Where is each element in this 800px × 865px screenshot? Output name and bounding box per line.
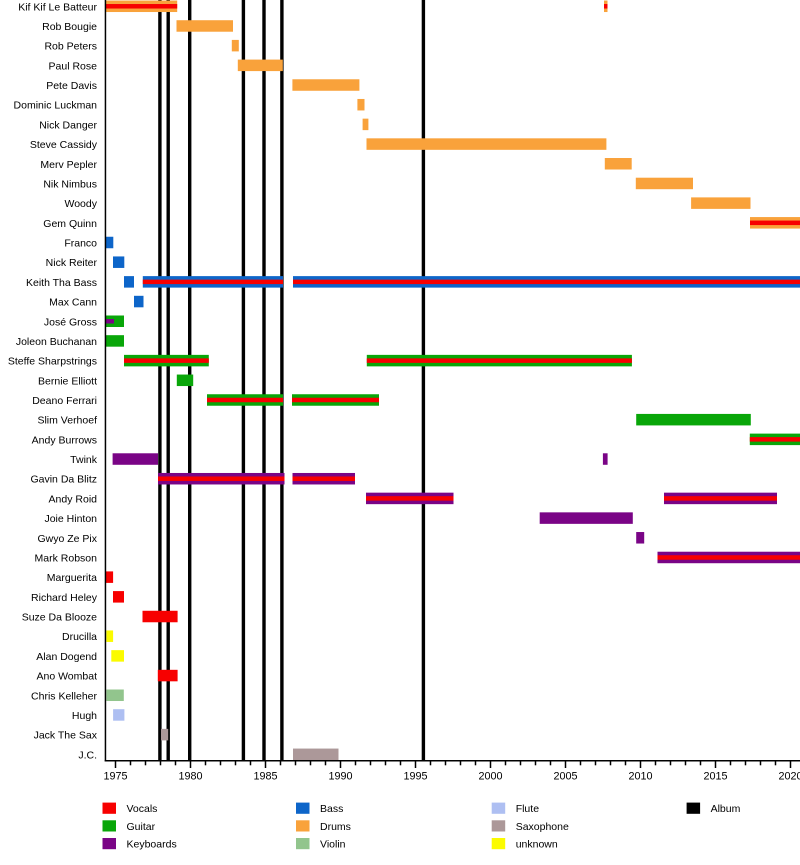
svg-text:Woody: Woody bbox=[65, 198, 98, 210]
svg-text:Bernie Elliott: Bernie Elliott bbox=[38, 375, 97, 387]
svg-text:Nick Danger: Nick Danger bbox=[39, 119, 97, 131]
svg-text:Pete Davis: Pete Davis bbox=[46, 80, 97, 92]
svg-text:J.C.: J.C. bbox=[78, 749, 97, 761]
svg-text:2010: 2010 bbox=[628, 770, 652, 782]
svg-text:Gem Quinn: Gem Quinn bbox=[43, 218, 97, 230]
svg-text:Saxophone: Saxophone bbox=[516, 821, 569, 833]
svg-text:Drucilla: Drucilla bbox=[62, 631, 97, 643]
svg-text:José Gross: José Gross bbox=[44, 316, 97, 328]
svg-text:Slim Verhoef: Slim Verhoef bbox=[37, 415, 97, 427]
svg-text:Dominic Luckman: Dominic Luckman bbox=[14, 100, 98, 112]
svg-text:Gwyo Ze Pix: Gwyo Ze Pix bbox=[37, 533, 97, 545]
svg-text:2020: 2020 bbox=[778, 770, 800, 782]
svg-text:Album: Album bbox=[711, 803, 741, 815]
svg-text:Joie Hinton: Joie Hinton bbox=[44, 513, 97, 525]
svg-text:Chris Kelleher: Chris Kelleher bbox=[31, 690, 97, 702]
svg-text:unknown: unknown bbox=[516, 839, 558, 851]
svg-text:Steffe Sharpstrings: Steffe Sharpstrings bbox=[8, 356, 97, 368]
svg-text:1985: 1985 bbox=[253, 770, 277, 782]
svg-text:Bass: Bass bbox=[320, 803, 343, 815]
svg-text:Hugh: Hugh bbox=[72, 710, 97, 722]
svg-text:Drums: Drums bbox=[320, 821, 351, 833]
svg-text:Vocals: Vocals bbox=[127, 803, 158, 815]
svg-text:Franco: Franco bbox=[64, 238, 97, 250]
svg-text:Ano Wombat: Ano Wombat bbox=[36, 671, 97, 683]
svg-text:Rob Peters: Rob Peters bbox=[44, 41, 97, 53]
svg-text:Nick Reiter: Nick Reiter bbox=[46, 257, 98, 269]
svg-text:Gavin Da Blitz: Gavin Da Blitz bbox=[30, 474, 97, 486]
svg-text:Guitar: Guitar bbox=[127, 821, 156, 833]
svg-text:Rob Bougie: Rob Bougie bbox=[42, 21, 97, 33]
svg-text:2005: 2005 bbox=[553, 770, 577, 782]
svg-text:1995: 1995 bbox=[403, 770, 427, 782]
svg-text:Joleon Buchanan: Joleon Buchanan bbox=[16, 336, 97, 348]
svg-text:Violin: Violin bbox=[320, 839, 346, 851]
svg-text:Marguerita: Marguerita bbox=[47, 572, 97, 584]
svg-text:Merv Pepler: Merv Pepler bbox=[40, 159, 97, 171]
svg-text:Andy Burrows: Andy Burrows bbox=[32, 434, 97, 446]
svg-text:Kif Kif Le Batteur: Kif Kif Le Batteur bbox=[18, 1, 97, 13]
svg-text:Flute: Flute bbox=[516, 803, 540, 815]
svg-text:Steve Cassidy: Steve Cassidy bbox=[30, 139, 98, 151]
svg-text:2015: 2015 bbox=[703, 770, 727, 782]
svg-text:Suze Da Blooze: Suze Da Blooze bbox=[22, 612, 97, 624]
svg-text:Jack The Sax: Jack The Sax bbox=[34, 730, 98, 742]
svg-text:Twink: Twink bbox=[70, 454, 98, 466]
svg-text:1980: 1980 bbox=[178, 770, 202, 782]
svg-text:Paul Rose: Paul Rose bbox=[49, 60, 98, 72]
svg-text:Max Cann: Max Cann bbox=[49, 297, 97, 309]
svg-text:Keith Tha Bass: Keith Tha Bass bbox=[26, 277, 97, 289]
svg-text:Richard Heley: Richard Heley bbox=[31, 592, 98, 604]
svg-text:Mark Robson: Mark Robson bbox=[35, 552, 98, 564]
svg-text:Andy Roid: Andy Roid bbox=[49, 493, 98, 505]
svg-text:Nik Nimbus: Nik Nimbus bbox=[43, 178, 97, 190]
svg-text:1975: 1975 bbox=[103, 770, 127, 782]
svg-text:Deano Ferrari: Deano Ferrari bbox=[32, 395, 97, 407]
svg-text:Alan Dogend: Alan Dogend bbox=[36, 651, 97, 663]
svg-text:1990: 1990 bbox=[328, 770, 352, 782]
svg-text:2000: 2000 bbox=[478, 770, 502, 782]
svg-text:Keyboards: Keyboards bbox=[127, 839, 177, 851]
